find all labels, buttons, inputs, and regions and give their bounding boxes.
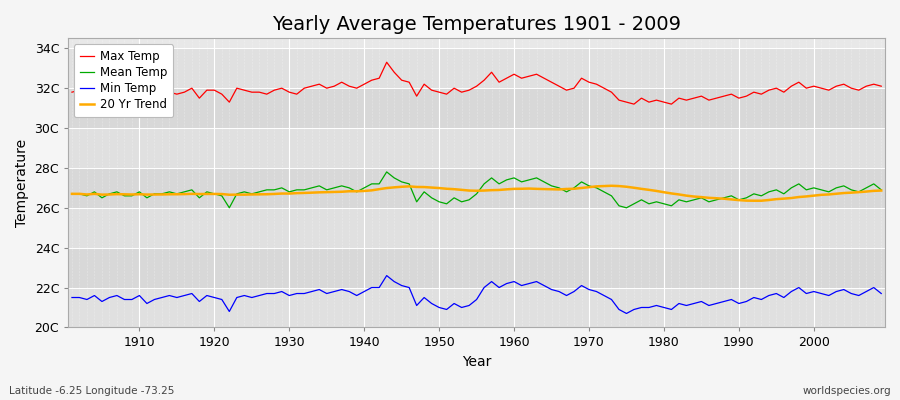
Bar [68,48,885,88]
Min Temp [337,287,347,292]
Bar [68,208,885,248]
20 Yr Trend [127,192,138,197]
Mean Temp [524,178,535,182]
Bar [68,168,885,208]
Min Temp [876,291,886,296]
Title: Yearly Average Temperatures 1901 - 2009: Yearly Average Temperatures 1901 - 2009 [272,15,681,34]
Text: worldspecies.org: worldspecies.org [803,386,891,396]
Bar [68,88,885,128]
Mean Temp [517,180,527,184]
Line: 20 Yr Trend: 20 Yr Trend [72,186,881,201]
Max Temp [382,60,392,65]
Mean Temp [382,170,392,174]
Max Temp [517,76,527,81]
Mean Temp [127,194,138,198]
Mean Temp [614,204,625,208]
20 Yr Trend [501,187,512,192]
Mean Temp [344,186,355,190]
Line: Min Temp: Min Temp [72,276,881,314]
Min Temp [292,291,302,296]
20 Yr Trend [508,186,519,191]
20 Yr Trend [749,198,760,203]
Max Temp [127,90,138,94]
20 Yr Trend [292,191,302,196]
20 Yr Trend [598,184,609,188]
Max Temp [876,84,886,88]
Bar [68,288,885,328]
Mean Temp [876,188,886,192]
Bar [68,128,885,168]
Y-axis label: Temperature: Temperature [15,139,29,227]
20 Yr Trend [67,192,77,196]
Max Temp [337,80,347,84]
Min Temp [517,283,527,288]
20 Yr Trend [606,183,616,188]
Bar [68,248,885,288]
20 Yr Trend [876,188,886,193]
Min Temp [508,279,519,284]
Max Temp [606,90,616,94]
Line: Mean Temp: Mean Temp [72,172,881,208]
Mean Temp [299,188,310,192]
Min Temp [606,297,616,302]
Max Temp [292,92,302,96]
Line: Max Temp: Max Temp [72,62,881,104]
Max Temp [67,90,77,94]
Max Temp [628,102,639,106]
Text: Latitude -6.25 Longitude -73.25: Latitude -6.25 Longitude -73.25 [9,386,175,396]
Mean Temp [224,205,235,210]
20 Yr Trend [337,189,347,194]
Min Temp [621,311,632,316]
X-axis label: Year: Year [462,355,491,369]
Max Temp [508,72,519,77]
Min Temp [127,297,138,302]
Min Temp [382,273,392,278]
Min Temp [67,295,77,300]
Legend: Max Temp, Mean Temp, Min Temp, 20 Yr Trend: Max Temp, Mean Temp, Min Temp, 20 Yr Tre… [74,44,174,117]
Mean Temp [67,192,77,196]
